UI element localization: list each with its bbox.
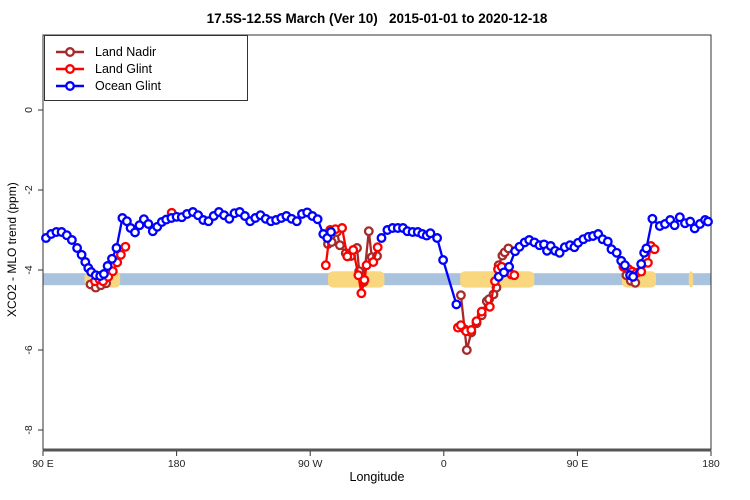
series-marker-land-nadir <box>461 345 472 355</box>
series-marker-ocean-glint <box>291 216 302 227</box>
x-tick-label: 0 <box>441 458 447 470</box>
legend-item: Land Nadir <box>55 43 247 60</box>
series-marker-ocean-glint <box>685 216 696 227</box>
x-tick-label: 180 <box>702 458 720 470</box>
series-marker-ocean-glint <box>102 261 113 271</box>
series-marker-land-glint <box>471 316 482 327</box>
series-marker-ocean-glint <box>66 235 77 245</box>
y-tick-label: 0 <box>23 107 35 113</box>
series-marker-land-glint <box>115 249 126 260</box>
series-marker-ocean-glint <box>425 228 436 239</box>
series-marker-ocean-glint <box>636 259 647 269</box>
series-marker-land-glint <box>356 288 367 299</box>
series-marker-land-glint <box>509 270 520 281</box>
series-marker-land-glint <box>342 251 353 262</box>
series-marker-ocean-glint <box>647 213 658 224</box>
series-marker-ocean-glint <box>224 213 235 224</box>
legend-label: Ocean Glint <box>95 78 162 93</box>
series-marker-ocean-glint <box>312 214 323 225</box>
series-marker-land-nadir <box>334 240 345 251</box>
series-marker-ocean-glint <box>498 267 509 278</box>
series-marker-land-nadir <box>455 290 466 301</box>
legend-label: Land Nadir <box>95 44 157 59</box>
series-marker-ocean-glint <box>674 212 685 223</box>
legend-label: Land Glint <box>95 61 152 76</box>
chart-title: 17.5S-12.5S March (Ver 10) 2015-01-01 to… <box>206 11 548 26</box>
y-tick-label: -6 <box>23 345 35 354</box>
legend-marker <box>65 46 75 57</box>
y-tick-label: -8 <box>23 425 35 434</box>
series-marker-ocean-glint <box>376 233 387 243</box>
y-tick-label: -4 <box>23 265 35 274</box>
series-marker-ocean-glint <box>451 299 462 310</box>
series-marker-ocean-glint <box>611 247 622 258</box>
series-marker-ocean-glint <box>628 271 639 282</box>
series-marker-land-nadir <box>363 226 374 237</box>
line-circle-marker-icon <box>56 80 84 91</box>
series-marker-land-glint <box>353 270 364 281</box>
line-circle-marker-icon <box>56 46 84 57</box>
series-marker-land-glint <box>649 244 660 255</box>
legend: Land Nadir Land Glint Ocean Glint <box>44 35 248 101</box>
series-marker-ocean-glint <box>602 236 613 247</box>
series-marker-land-glint <box>368 257 379 267</box>
series-marker-ocean-glint <box>130 227 140 238</box>
line-circle-marker-icon <box>56 63 84 74</box>
series-line-ocean-glint <box>380 226 458 305</box>
series-marker-ocean-glint <box>619 260 630 271</box>
series-marker-land-glint <box>455 320 466 331</box>
series-marker-land-glint <box>320 260 331 271</box>
series-marker-ocean-glint <box>111 243 122 253</box>
series-marker-ocean-glint <box>143 219 154 229</box>
y-tick-label: -2 <box>23 185 35 194</box>
legend-item: Land Glint <box>55 60 247 77</box>
series-marker-ocean-glint <box>432 233 443 243</box>
x-tick-label: 90 E <box>32 458 54 470</box>
series-marker-ocean-glint <box>641 243 652 254</box>
series-marker-land-glint <box>484 301 495 312</box>
x-tick-label: 90 E <box>567 458 589 470</box>
series-marker-ocean-glint <box>98 269 109 279</box>
series-marker-land-glint <box>337 223 348 233</box>
legend-item: Ocean Glint <box>55 77 247 94</box>
series-marker-land-glint <box>476 306 487 317</box>
x-tick-label: 90 W <box>298 458 323 470</box>
x-tick-label: 180 <box>168 458 186 470</box>
series-marker-ocean-glint <box>326 227 336 237</box>
series-marker-ocean-glint <box>554 247 565 258</box>
x-axis-label: Longitude <box>349 470 405 484</box>
series-marker-land-glint <box>359 275 370 285</box>
series-marker-ocean-glint <box>504 261 515 272</box>
legend-marker <box>65 80 75 91</box>
series-marker-land-glint <box>348 245 359 255</box>
reference-band-yellow-segment <box>688 271 694 288</box>
series-marker-ocean-glint <box>76 249 87 260</box>
series-marker-ocean-glint <box>438 255 449 265</box>
series-marker-ocean-glint <box>703 216 713 227</box>
series-marker-ocean-glint <box>72 243 83 253</box>
series-marker-land-glint <box>120 241 131 252</box>
series-marker-land-glint <box>466 325 477 335</box>
series-marker-ocean-glint <box>107 253 117 264</box>
legend-marker <box>65 63 75 74</box>
series-marker-land-glint <box>372 242 383 253</box>
series-marker-ocean-glint <box>669 220 680 231</box>
